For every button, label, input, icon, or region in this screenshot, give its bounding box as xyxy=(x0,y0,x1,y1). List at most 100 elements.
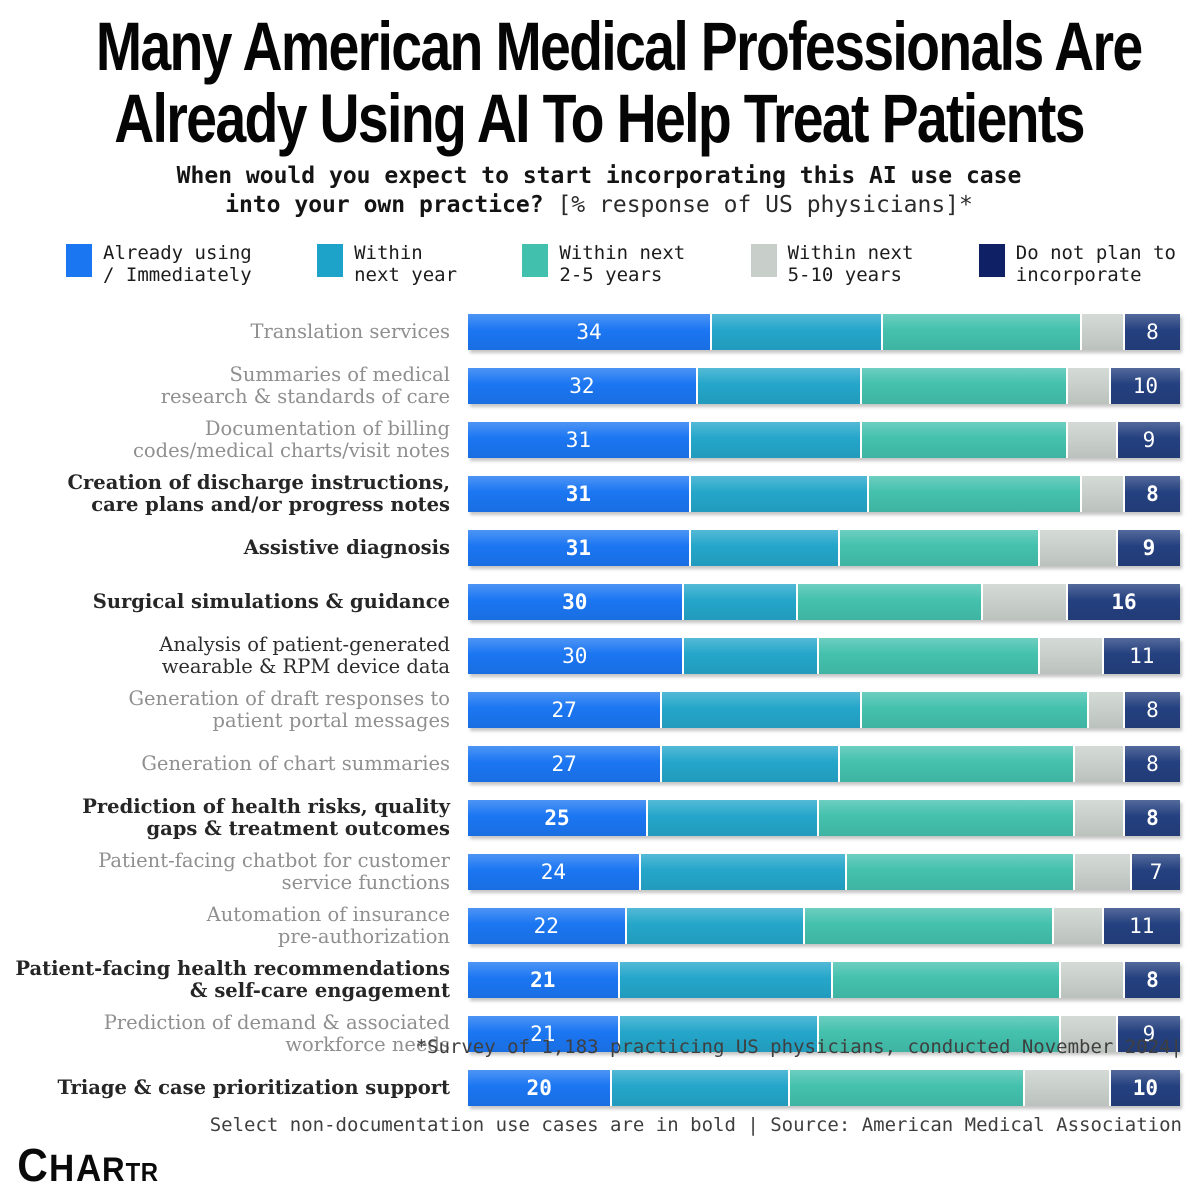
stacked-bar: 24 7 xyxy=(468,854,1180,890)
segment-value-label: 8 xyxy=(1146,320,1159,344)
category-label: Patient-facing health recommendations & … xyxy=(15,956,450,1002)
bar-segment-within-2-5-years xyxy=(831,962,1059,998)
logo-letter: H xyxy=(49,1148,74,1190)
stacked-bar: 21 9 xyxy=(468,1016,1180,1052)
segment-value-label: 27 xyxy=(551,698,577,722)
bar-segment-within-5-10-years xyxy=(1066,422,1116,458)
logo-letter: R xyxy=(102,1151,125,1189)
bar-segment-already-using: 25 xyxy=(468,800,646,836)
segment-value-label: 34 xyxy=(576,320,602,344)
bar-segment-within-2-5-years xyxy=(845,854,1074,890)
category-label: Prediction of demand & associated workfo… xyxy=(103,1010,450,1056)
logo-letter: C xyxy=(17,1139,48,1191)
bar-segment-do-not-plan: 9 xyxy=(1115,1016,1180,1052)
chart-title: Many American Medical Professionals Are … xyxy=(0,0,1198,156)
bar-segment-already-using: 32 xyxy=(468,368,696,404)
bar-segment-do-not-plan: 10 xyxy=(1108,1070,1180,1106)
bar-segment-within-2-5-years xyxy=(866,476,1081,512)
category-label: Automation of insurance pre-authorizatio… xyxy=(206,902,450,948)
stacked-bar: 34 8 xyxy=(468,314,1180,350)
chart-row: Documentation of billing codes/medical c… xyxy=(0,417,1180,462)
segment-value-label: 27 xyxy=(551,752,577,776)
segment-value-label: 32 xyxy=(569,374,595,398)
legend-swatch-do-not-plan xyxy=(978,244,1005,277)
stacked-bar: 27 8 xyxy=(468,692,1180,728)
category-label: Generation of chart summaries xyxy=(141,751,450,775)
bar-segment-do-not-plan: 8 xyxy=(1123,800,1180,836)
bar-segment-already-using: 27 xyxy=(468,692,661,728)
legend-item: Already using / Immediately xyxy=(66,242,252,286)
bar-segment-within-2-5-years xyxy=(788,1070,1024,1106)
bar-segment-within-2-5-years xyxy=(859,422,1067,458)
bar-segment-within-next-year xyxy=(624,908,803,944)
legend-label: Do not plan to incorporate xyxy=(1015,242,1176,286)
segment-value-label: 25 xyxy=(544,806,570,830)
logo-letter: T xyxy=(125,1157,140,1187)
legend-swatch-within-5-10-years xyxy=(750,244,777,277)
bar-segment-already-using: 30 xyxy=(468,584,682,620)
stacked-bar: 20 10 xyxy=(468,1070,1180,1106)
stacked-bar: 32 10 xyxy=(468,368,1180,404)
bar-segment-already-using: 22 xyxy=(468,908,625,944)
legend-item: Do not plan to incorporate xyxy=(978,242,1176,286)
segment-value-label: 8 xyxy=(1146,698,1159,722)
bar-segment-already-using: 31 xyxy=(468,530,689,566)
bar-segment-within-5-10-years xyxy=(1051,908,1102,944)
chart-row: Generation of chart summaries 27 8 xyxy=(0,746,1180,782)
bar-segment-within-next-year xyxy=(660,692,860,728)
subtitle-line-2-question: into your own practice? xyxy=(225,192,544,218)
segment-value-label: 31 xyxy=(565,482,591,506)
bar-segment-within-next-year xyxy=(617,962,832,998)
bar-segment-within-5-10-years xyxy=(1073,746,1124,782)
segment-value-label: 7 xyxy=(1149,860,1163,884)
stacked-bar-chart: Translation services 34 8 Summaries of me… xyxy=(0,314,1198,1106)
legend-label: Within next year xyxy=(354,242,458,286)
bar-segment-within-5-10-years xyxy=(1080,476,1124,512)
bar-segment-already-using: 31 xyxy=(468,476,689,512)
stacked-bar: 22 11 xyxy=(468,908,1180,944)
stacked-bar: 30 16 xyxy=(468,584,1180,620)
subtitle-line-1: When would you expect to start incorpora… xyxy=(176,163,1022,189)
bar-segment-already-using: 21 xyxy=(468,962,618,998)
bar-segment-within-2-5-years xyxy=(838,530,1038,566)
stacked-bar: 31 9 xyxy=(468,422,1180,458)
bar-segment-within-5-10-years xyxy=(1080,314,1124,350)
bar-segment-already-using: 30 xyxy=(468,638,682,674)
chart-row: Assistive diagnosis 31 9 xyxy=(0,530,1180,566)
bar-segment-already-using: 20 xyxy=(468,1070,611,1106)
chart-row: Prediction of health risks, quality gaps… xyxy=(0,795,1180,840)
category-label: Analysis of patient-generated wearable &… xyxy=(159,632,450,678)
segment-value-label: 10 xyxy=(1132,1076,1159,1100)
bar-segment-within-2-5-years xyxy=(795,584,981,620)
category-label: Surgical simulations & guidance xyxy=(92,589,450,613)
stacked-bar: 31 8 xyxy=(468,476,1180,512)
legend-item: Within next 2-5 years xyxy=(522,242,685,286)
bar-segment-within-next-year xyxy=(638,854,846,890)
stacked-bar: 25 8 xyxy=(468,800,1180,836)
bar-segment-within-next-year xyxy=(681,584,796,620)
bar-segment-within-next-year xyxy=(646,800,817,836)
bar-segment-within-next-year xyxy=(710,314,881,350)
legend-label: Already using / Immediately xyxy=(103,242,252,286)
bar-segment-within-next-year xyxy=(688,476,867,512)
segment-value-label: 9 xyxy=(1142,428,1156,452)
category-label: Patient-facing chatbot for customer serv… xyxy=(98,848,450,894)
segment-value-label: 21 xyxy=(530,968,556,992)
chart-row: Prediction of demand & associated workfo… xyxy=(0,1011,1180,1056)
bar-segment-within-2-5-years xyxy=(816,638,1038,674)
segment-value-label: 11 xyxy=(1129,914,1155,938)
legend-label: Within next 5-10 years xyxy=(787,242,914,286)
bar-segment-within-next-year xyxy=(660,746,839,782)
bar-segment-already-using: 27 xyxy=(468,746,661,782)
footer: CHARTR *Survey of 1,183 practicing US ph… xyxy=(0,1036,1198,1198)
bar-segment-do-not-plan: 11 xyxy=(1101,908,1180,944)
bar-segment-do-not-plan: 16 xyxy=(1066,584,1180,620)
chart-row: Summaries of medical research & standard… xyxy=(0,363,1180,408)
segment-value-label: 31 xyxy=(565,536,591,560)
segment-value-label: 11 xyxy=(1129,644,1155,668)
segment-value-label: 24 xyxy=(540,860,567,884)
segment-value-label: 8 xyxy=(1146,752,1159,776)
bar-segment-within-5-10-years xyxy=(1037,530,1116,566)
category-label: Translation services xyxy=(250,319,450,343)
category-label: Triage & case prioritization support xyxy=(57,1075,450,1099)
